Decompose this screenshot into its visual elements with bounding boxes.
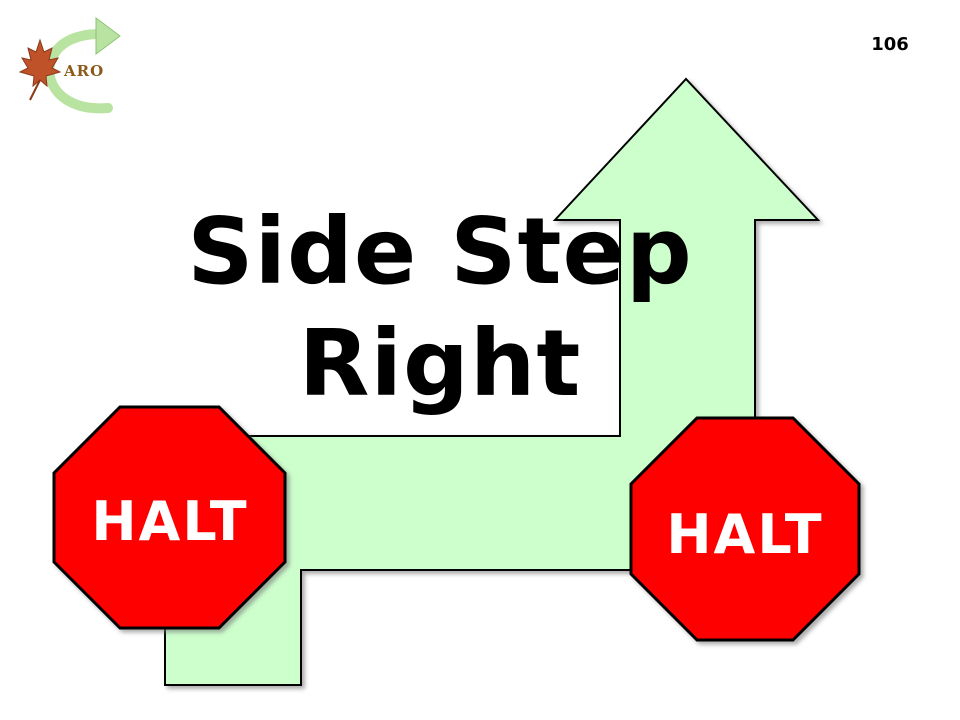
logo-text: ARO [63, 62, 104, 80]
maple-leaf-arrow-logo: ARO [18, 17, 121, 114]
halt-sign-right: HALT [629, 416, 861, 642]
halt-label-right: HALT [666, 503, 823, 566]
halt-label-left: HALT [91, 490, 248, 553]
page-number: 106 [871, 34, 909, 55]
title-line-2: Right [298, 310, 582, 417]
title-line-1: Side Step [187, 198, 693, 305]
slide-title: Side Step Right [150, 196, 730, 420]
halt-sign-left: HALT [52, 405, 287, 630]
